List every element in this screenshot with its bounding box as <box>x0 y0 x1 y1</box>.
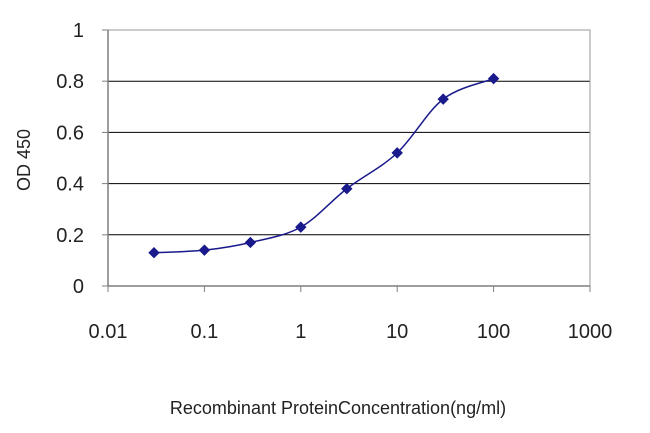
x-tick-label-2: 1 <box>295 321 306 343</box>
x-axis-label: Recombinant ProteinConcentration(ng/ml) <box>170 398 506 418</box>
data-point-4 <box>341 183 353 195</box>
data-point-1 <box>198 244 211 256</box>
plot-area-frame <box>107 29 591 287</box>
series-line-0 <box>153 77 494 254</box>
data-point-3 <box>295 221 307 233</box>
y-tick-labels: 0 0.2 0.4 0.6 0.8 1 <box>56 20 108 298</box>
data-point-5 <box>391 147 403 159</box>
x-tick-label-1: 0.1 <box>190 321 218 343</box>
y-tick-label-2: 0.4 <box>56 174 84 196</box>
gridlines <box>108 29 590 236</box>
y-tick-label-3: 0.6 <box>56 122 84 144</box>
data-point-2 <box>244 236 257 249</box>
y-tick-label-4: 0.8 <box>56 71 84 93</box>
x-tick-labels: 0.01 0.1 1 10 100 1000 <box>89 286 613 343</box>
x-tick-label-4: 100 <box>477 321 510 343</box>
y-axis-label: OD 450 <box>14 129 34 191</box>
y-tick-label-1: 0.2 <box>56 225 84 247</box>
data-point-6 <box>437 93 449 105</box>
data-series <box>148 72 500 259</box>
x-tick-label-0: 0.01 <box>89 321 128 343</box>
y-tick-label-5: 1 <box>73 20 84 42</box>
x-tick-label-5: 1000 <box>568 321 613 343</box>
data-point-0 <box>148 247 160 259</box>
y-tick-label-0: 0 <box>73 276 84 298</box>
data-point-7 <box>487 72 500 85</box>
x-tick-label-3: 10 <box>386 321 408 343</box>
